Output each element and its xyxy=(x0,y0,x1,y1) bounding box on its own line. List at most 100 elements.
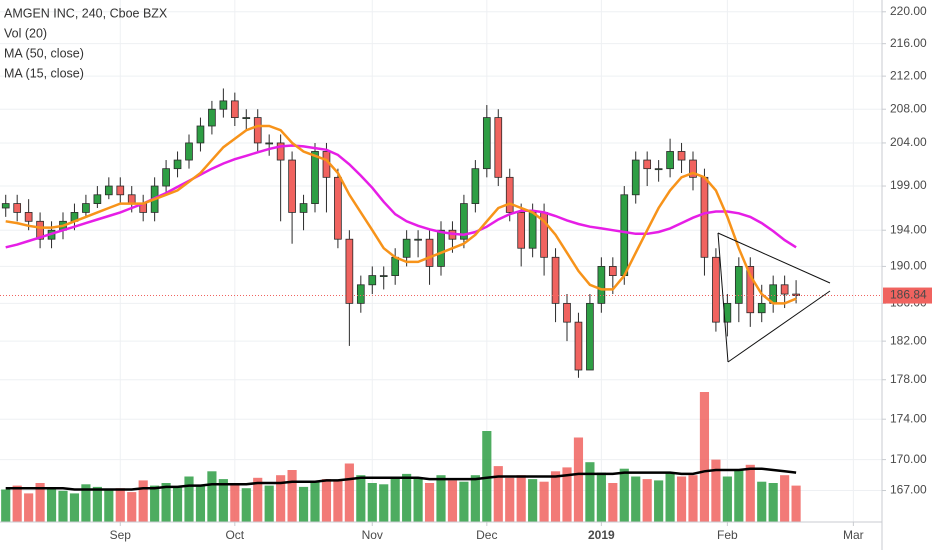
volume-bar xyxy=(447,480,458,522)
time-axis-bg xyxy=(0,522,882,550)
volume-bar xyxy=(35,483,45,522)
volume-bar xyxy=(69,493,80,522)
volume-bar xyxy=(276,475,286,522)
volume-bar xyxy=(608,483,618,522)
candle-body xyxy=(414,238,422,241)
candle-body xyxy=(127,194,136,204)
x-tick-label: Oct xyxy=(225,528,244,542)
volume-bar xyxy=(550,471,561,522)
candle-body xyxy=(345,238,354,304)
last-price-box xyxy=(883,287,932,304)
candle-body xyxy=(116,185,125,196)
candle-body xyxy=(482,117,491,170)
volume-bar xyxy=(184,476,194,522)
x-tick-label: Feb xyxy=(717,528,738,542)
triangle-side xyxy=(717,232,729,363)
volume-bar xyxy=(596,472,606,522)
volume-bar xyxy=(207,471,217,522)
candle-body xyxy=(219,100,228,110)
volume-ma-line xyxy=(5,467,797,491)
candle-body xyxy=(196,125,205,144)
candle-body xyxy=(586,302,594,371)
volume-bar xyxy=(218,479,228,522)
candle-body xyxy=(471,168,480,204)
volume-bar xyxy=(195,485,206,522)
candle-body xyxy=(379,275,388,277)
volume-bar xyxy=(298,486,309,522)
triangle-lower xyxy=(727,290,831,363)
candle-layer xyxy=(1,88,800,378)
y-tick-label: 190.00 xyxy=(890,259,927,273)
volume-bar xyxy=(688,475,698,522)
line-layer xyxy=(0,124,882,491)
volume-bar xyxy=(81,484,91,522)
volume-bar xyxy=(642,479,652,522)
volume-bar xyxy=(138,480,148,522)
candle-body xyxy=(551,256,560,304)
volume-bar xyxy=(676,476,687,522)
ma-line xyxy=(5,124,797,305)
candle-body xyxy=(505,176,514,213)
volume-bar xyxy=(585,462,595,522)
candle-body xyxy=(608,266,617,276)
volume-bar xyxy=(562,467,572,522)
candle-body xyxy=(746,266,755,314)
candle-body xyxy=(356,284,365,304)
legend-ma15: MA (15, close) xyxy=(4,66,84,80)
candle-body xyxy=(368,275,377,286)
candle-body xyxy=(104,185,113,196)
volume-bar xyxy=(1,489,11,522)
volume-bar xyxy=(321,479,332,522)
candle-body xyxy=(36,220,44,240)
candle-body xyxy=(242,117,251,119)
y-tick-label: 182.00 xyxy=(890,333,927,347)
volume-bar xyxy=(264,485,274,522)
candle-body xyxy=(757,302,766,314)
volume-bar xyxy=(665,472,675,522)
volume-bar xyxy=(791,485,801,522)
volume-bar xyxy=(367,483,377,522)
volume-bar xyxy=(92,486,102,522)
candle-body xyxy=(24,212,33,222)
volume-bar xyxy=(287,470,297,522)
volume-bar xyxy=(333,480,343,522)
price-axis-bg xyxy=(882,0,932,550)
volume-bar xyxy=(24,493,34,522)
volume-bar xyxy=(505,477,515,522)
y-tick-label: 178.00 xyxy=(890,372,927,386)
volume-bar xyxy=(253,477,263,522)
y-tick-label: 199.00 xyxy=(890,178,927,192)
candle-body xyxy=(792,293,800,296)
last-price-label: 186.84 xyxy=(890,288,927,302)
y-tick-label: 204.00 xyxy=(890,135,927,149)
volume-bar xyxy=(127,492,137,522)
ma-line xyxy=(5,144,797,249)
volume-bar xyxy=(161,483,171,522)
y-tick-label: 220.00 xyxy=(890,4,927,18)
candle-body xyxy=(276,142,285,161)
candle-body xyxy=(93,194,102,204)
volume-layer xyxy=(1,392,801,522)
candle-body xyxy=(162,168,170,187)
candle-body xyxy=(643,159,652,170)
x-tick-label: 2019 xyxy=(588,528,615,542)
volume-bar xyxy=(115,488,125,522)
legend-ma50: MA (50, close) xyxy=(4,46,84,60)
volume-bar xyxy=(573,437,584,522)
volume-bar xyxy=(745,464,755,522)
y-tick-label: 208.00 xyxy=(890,101,927,115)
triangle-upper xyxy=(717,232,831,284)
y-tick-label: 170.00 xyxy=(890,452,927,466)
volume-bar xyxy=(619,468,629,522)
volume-bar xyxy=(516,475,526,522)
volume-bar xyxy=(470,475,480,522)
candle-body xyxy=(311,151,319,204)
volume-bar xyxy=(768,483,778,522)
x-tick-label: Dec xyxy=(476,528,497,542)
candle-body xyxy=(299,203,308,213)
volume-bar xyxy=(436,475,446,522)
candle-body xyxy=(402,238,411,258)
volume-bar xyxy=(172,486,183,522)
y-tick-label: 167.00 xyxy=(890,483,927,497)
